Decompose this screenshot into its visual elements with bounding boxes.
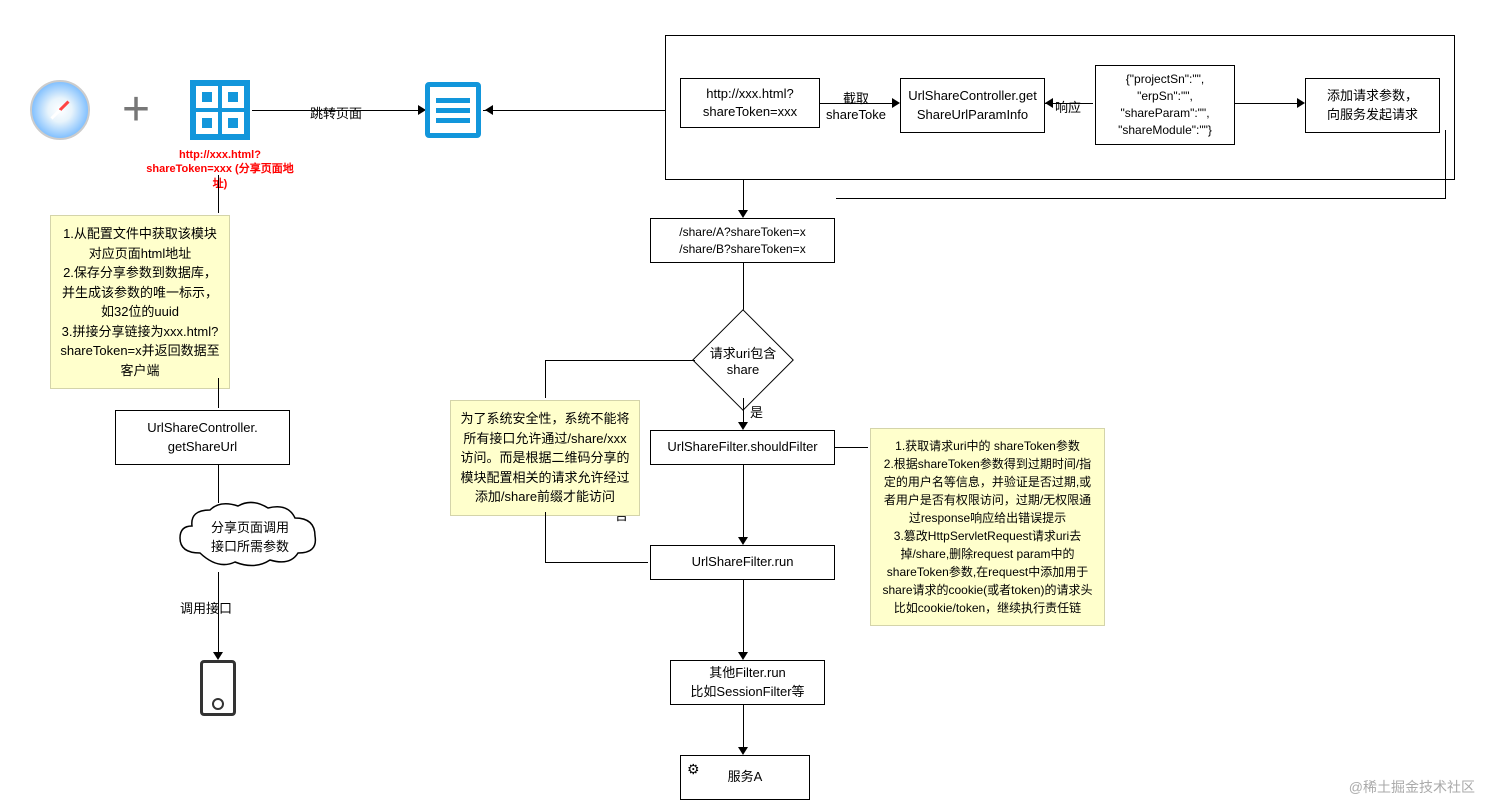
- add-request-box: 添加请求参数， 向服务发起请求: [1305, 78, 1440, 133]
- cut-token-label: 截取 shareToke: [826, 88, 886, 122]
- url-box: http://xxx.html? shareToken=xxx: [680, 78, 820, 128]
- note-filter-steps: 1.获取请求uri中的 shareToken参数 2.根据shareToken参…: [870, 428, 1105, 626]
- watermark: @稀土掘金技术社区: [1349, 777, 1475, 797]
- edge: [483, 110, 678, 111]
- share-url-red-text: http://xxx.html?shareToken=xxx (分享页面地址): [145, 148, 295, 191]
- yes-label: 是: [750, 402, 763, 421]
- qr-code-icon: [190, 80, 250, 140]
- note-security: 为了系统安全性，系统不能将所有接口允许通过/share/xxx访问。而是根据二维…: [450, 400, 640, 516]
- cloud-params: 分享页面调用 接口所需参数: [180, 508, 320, 563]
- phone-icon: [200, 660, 236, 716]
- service-a-label: 服务A: [728, 768, 763, 786]
- arrowhead: [213, 652, 223, 660]
- arrowhead: [1297, 98, 1305, 108]
- arrowhead: [485, 105, 493, 115]
- edge: [545, 562, 648, 563]
- arrowhead: [738, 422, 748, 430]
- edge: [743, 580, 744, 658]
- arrowhead: [892, 98, 900, 108]
- service-a-box: ⚙ 服务A: [680, 755, 810, 800]
- plus-icon: +: [122, 82, 150, 137]
- edge: [218, 175, 219, 213]
- edge: [545, 360, 546, 398]
- edge: [836, 198, 1446, 199]
- param-info-box: UrlShareController.getShareUrlParamInfo: [900, 78, 1045, 133]
- jump-page-label: 跳转页面: [310, 103, 362, 122]
- safari-icon: [30, 80, 90, 140]
- share-ab-box: /share/A?shareToken=x /share/B?shareToke…: [650, 218, 835, 263]
- edge: [1445, 130, 1446, 198]
- json-box: {"projectSn":"", "erpSn":"", "shareParam…: [1095, 65, 1235, 145]
- get-share-url-box: UrlShareController. getShareUrl: [115, 410, 290, 465]
- arrowhead: [738, 210, 748, 218]
- gear-icon: ⚙: [687, 760, 700, 780]
- filter-run-box: UrlShareFilter.run: [650, 545, 835, 580]
- note-config: 1.从配置文件中获取该模块对应页面html地址 2.保存分享参数到数据库，并生成…: [50, 215, 230, 389]
- should-filter-box: UrlShareFilter.shouldFilter: [650, 430, 835, 465]
- call-api-label: 调用接口: [180, 598, 232, 617]
- arrowhead: [738, 537, 748, 545]
- document-icon: [425, 82, 481, 138]
- edge: [545, 360, 695, 361]
- arrowhead: [738, 747, 748, 755]
- edge: [835, 447, 868, 448]
- edge: [743, 705, 744, 753]
- response-label: 响应: [1055, 97, 1081, 116]
- edge: [743, 465, 744, 543]
- arrowhead: [738, 652, 748, 660]
- uri-contains-share-diamond: 请求uri包含 share: [693, 320, 793, 400]
- edge: [1235, 103, 1303, 104]
- edge: [545, 512, 546, 562]
- other-filter-box: 其他Filter.run 比如SessionFilter等: [670, 660, 825, 705]
- arrowhead: [1045, 98, 1053, 108]
- edge: [218, 378, 219, 408]
